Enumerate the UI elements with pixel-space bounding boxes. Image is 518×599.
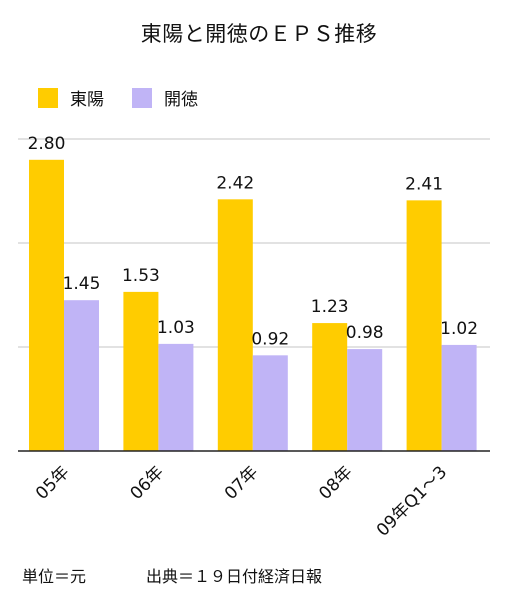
data-label-0-2: 2.42 xyxy=(216,173,254,193)
data-label-1-0: 1.45 xyxy=(63,274,101,294)
category-label-2: 07年 xyxy=(221,462,262,503)
bar-0-4 xyxy=(406,200,442,451)
bar-1-2 xyxy=(252,355,288,451)
legend-swatch-kaitoku xyxy=(132,87,152,108)
category-label-1: 06年 xyxy=(126,462,167,503)
legend-item-toyo: 東陽 xyxy=(38,85,104,110)
data-label-0-1: 1.53 xyxy=(122,266,160,286)
data-label-1-1: 1.03 xyxy=(157,318,195,338)
legend-swatch-toyo xyxy=(38,87,58,108)
bar-1-4 xyxy=(441,344,477,451)
legend-item-kaitoku: 開徳 xyxy=(132,85,198,110)
data-label-1-2: 0.92 xyxy=(251,329,289,349)
footnote-unit: 単位＝元 xyxy=(22,567,87,586)
bar-0-3 xyxy=(312,323,348,451)
bar-0-0 xyxy=(29,159,64,452)
data-label-1-3: 0.98 xyxy=(346,323,384,343)
legend-label-kaitoku: 開徳 xyxy=(164,90,198,110)
data-label-0-4: 2.41 xyxy=(405,174,443,194)
data-label-1-4: 1.02 xyxy=(440,319,478,339)
data-label-0-3: 1.23 xyxy=(311,297,349,317)
bar-1-3 xyxy=(347,349,383,451)
bar-0-2 xyxy=(217,199,253,451)
bar-1-1 xyxy=(158,343,194,451)
footnote-source: 出典＝１９日付経済日報 xyxy=(146,567,323,586)
category-label-4: 09年Q1～3 xyxy=(373,462,451,540)
chart-title: 東陽と開徳のＥＰＳ推移 xyxy=(140,22,378,46)
data-label-0-0: 2.80 xyxy=(28,134,66,154)
category-label-0: 05年 xyxy=(32,462,73,503)
category-label-3: 08年 xyxy=(315,462,356,503)
bar-1-0 xyxy=(64,300,99,451)
legend-label-toyo: 東陽 xyxy=(70,90,104,110)
bar-0-1 xyxy=(123,291,159,451)
